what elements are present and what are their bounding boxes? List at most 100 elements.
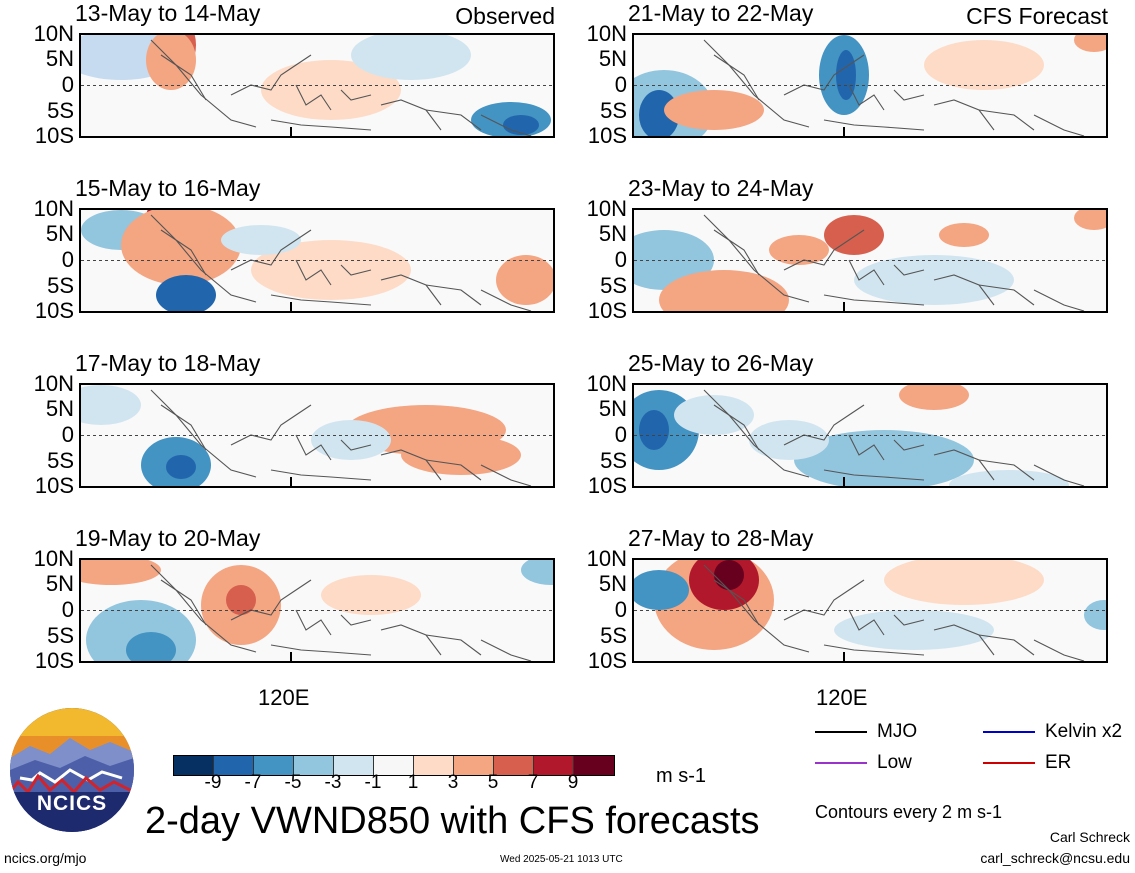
y-axis-tick-label: 10S (587, 298, 627, 323)
y-axis-tick-label: 5N (598, 396, 627, 421)
y-axis-tick-label: 5S (600, 623, 627, 648)
colorbar-tick-label: 3 (447, 772, 459, 793)
colorbar-swatch (374, 756, 414, 775)
footer-author: Carl Schreck (1049, 829, 1130, 845)
colorbar-tick-label: -1 (364, 772, 382, 793)
x-axis-label-right: 120E (816, 685, 868, 710)
panel-observed-0: 13-May to 14-May Observed 10N 5N 0 5S 10S (34, 0, 632, 200)
y-axis-tick-label: 10S (34, 298, 74, 323)
colorbar-tick-label: -7 (244, 772, 262, 793)
panel-forecast-2: 25-May to 26-May 10N 5N 0 5S 10S (587, 350, 1135, 550)
y-axis-tick-label: 5N (598, 221, 627, 246)
legend-low: Low (815, 752, 912, 774)
colorbar-swatch (214, 756, 254, 775)
y-axis-tick-label: 5S (600, 98, 627, 123)
y-axis-tick-label: 10S (587, 473, 627, 498)
panel-source-label: Observed (455, 3, 555, 29)
y-axis-tick-label: 0 (614, 422, 627, 447)
vwnd850-map (632, 558, 1108, 663)
colorbar-tick-label: 9 (567, 772, 579, 793)
contours-note: Contours every 2 m s-1 (815, 802, 1003, 822)
y-axis-tick-label: 10S (34, 123, 74, 148)
panel-date-range: 25-May to 26-May (628, 350, 814, 376)
x-axis-label-left: 120E (258, 685, 310, 710)
y-axis-tick-label: 10N (586, 196, 627, 221)
colorbar-swatch (334, 756, 374, 775)
y-axis-tick-label: 5S (47, 273, 74, 298)
legend-mjo: MJO (815, 721, 917, 743)
y-axis-tick-label: 10N (33, 21, 74, 46)
y-axis-tick-label: 0 (614, 247, 627, 272)
colorbar-swatch (574, 756, 614, 775)
main-title: 2-day VWND850 with CFS forecasts (145, 800, 760, 842)
y-axis-tick-label: 10N (586, 371, 627, 396)
logo-text: NCICS (36, 792, 108, 815)
y-axis-tick-label: 10N (586, 546, 627, 571)
panel-date-range: 23-May to 24-May (628, 175, 814, 201)
legend-er-line (983, 761, 1035, 764)
vwnd850-map (79, 33, 555, 138)
colorbar-tick-label: -5 (284, 772, 302, 793)
legend-er: ER (983, 752, 1071, 774)
footer-timestamp: Wed 2025-05-21 1013 UTC (500, 854, 623, 865)
ncics-logo: NCICS (10, 708, 134, 832)
y-axis-tick-label: 0 (61, 72, 74, 97)
vwnd850-map (632, 33, 1108, 138)
vwnd850-map (632, 383, 1108, 488)
panel-forecast-1: 23-May to 24-May 10N 5N 0 5S 10S (587, 175, 1135, 375)
y-axis-tick-label: 0 (614, 597, 627, 622)
panel-date-range: 19-May to 20-May (75, 525, 261, 551)
panel-forecast-0: 21-May to 22-May CFS Forecast 10N 5N 0 5S 10S (587, 0, 1135, 200)
colorbar-tick-label: 7 (527, 772, 539, 793)
colorbar-swatch (294, 756, 334, 775)
vwnd850-map (79, 208, 555, 313)
vwnd850-map (632, 208, 1108, 313)
y-axis-tick-label: 10S (587, 648, 627, 673)
legend-mjo-line (815, 730, 867, 733)
y-axis-tick-label: 5N (45, 396, 74, 421)
legend-kelvin: Kelvin x2 (983, 721, 1122, 743)
footer-url: ncics.org/mjo (4, 850, 87, 866)
colorbar-swatch (254, 756, 294, 775)
colorbar-tick-label: -3 (324, 772, 342, 793)
panel-date-range: 27-May to 28-May (628, 525, 814, 551)
y-axis-tick-label: 5N (598, 571, 627, 596)
colorbar-swatch (414, 756, 454, 775)
colorbar-swatch (174, 756, 214, 775)
y-axis-tick-label: 10N (33, 546, 74, 571)
panel-source-label: CFS Forecast (966, 3, 1108, 29)
y-axis-tick-label: 10N (33, 196, 74, 221)
y-axis-tick-label: 0 (614, 72, 627, 97)
y-axis-tick-label: 5S (47, 623, 74, 648)
colorbar-tick-label: 1 (407, 772, 419, 793)
vwnd850-map (79, 383, 555, 488)
y-axis-tick-label: 0 (61, 597, 74, 622)
y-axis-tick-label: 5S (600, 448, 627, 473)
panel-observed-1: 15-May to 16-May 10N 5N 0 5S 10S (34, 175, 632, 375)
y-axis-tick-label: 10S (34, 473, 74, 498)
colorbar-tick-label: -9 (204, 772, 222, 793)
panel-observed-3: 19-May to 20-May 10N 5N 0 5S 10S (34, 525, 632, 725)
y-axis-tick-label: 5N (598, 46, 627, 71)
y-axis-tick-label: 10S (587, 123, 627, 148)
y-axis-tick-label: 5S (600, 273, 627, 298)
colorbar-units: m s-1 (656, 765, 706, 787)
y-axis-tick-label: 5S (47, 448, 74, 473)
colorbar-swatch (494, 756, 534, 775)
y-axis-tick-label: 5S (47, 98, 74, 123)
y-axis-tick-label: 5N (45, 221, 74, 246)
panel-date-range: 17-May to 18-May (75, 350, 261, 376)
colorbar (173, 755, 615, 776)
panel-date-range: 21-May to 22-May (628, 0, 814, 26)
panel-date-range: 15-May to 16-May (75, 175, 261, 201)
legend-low-line (815, 761, 867, 764)
panel-date-range: 13-May to 14-May (75, 0, 261, 26)
y-axis-tick-label: 10N (586, 21, 627, 46)
panel-observed-2: 17-May to 18-May 10N 5N 0 5S 10S (34, 350, 632, 550)
colorbar-swatch (454, 756, 494, 775)
y-axis-tick-label: 0 (61, 422, 74, 447)
y-axis-tick-label: 0 (61, 247, 74, 272)
y-axis-tick-label: 10S (34, 648, 74, 673)
footer-email: carl_schreck@ncsu.edu (980, 850, 1130, 866)
y-axis-tick-label: 10N (33, 371, 74, 396)
